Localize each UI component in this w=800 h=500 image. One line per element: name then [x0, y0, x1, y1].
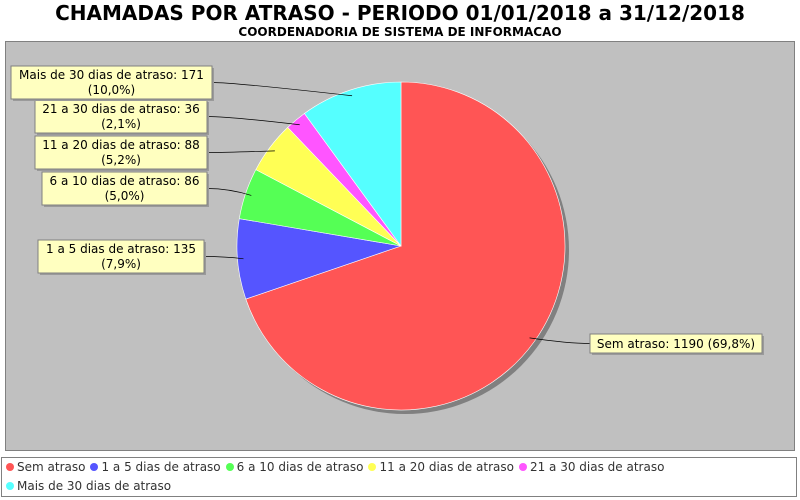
pie-chart: Sem atraso: 1190 (69,8%) 1 a 5 dias de at… [5, 41, 795, 451]
slice-label-text: 6 a 10 dias de atraso: 86 [50, 174, 200, 188]
slice-label: 21 a 30 dias de atraso: 36(2,1%) [34, 99, 209, 135]
label-leader-line [206, 188, 252, 196]
legend-swatch [6, 463, 14, 471]
legend-label: 1 a 5 dias de atraso [101, 460, 221, 474]
legend-swatch [6, 482, 14, 490]
legend-row: Mais de 30 dias de atraso [6, 479, 176, 493]
label-leader-line [529, 337, 591, 344]
slice-label: 6 a 10 dias de atraso: 86(5,0%) [41, 171, 209, 207]
label-leader-line [211, 82, 353, 97]
legend-swatch [90, 463, 99, 471]
legend-swatch [368, 463, 377, 471]
pie-slice [303, 81, 402, 247]
legend-swatch [518, 463, 527, 471]
legend-row: Sem atraso 1 a 5 dias de atraso 6 a 10 dia… [6, 460, 669, 474]
slice-label-box [37, 239, 205, 274]
legend-item: 11 a 20 dias de atraso [368, 460, 514, 474]
legend-item: 21 a 30 dias de atraso [518, 460, 665, 474]
slice-label-text: Sem atraso: 1190 (69,8%) [597, 337, 755, 351]
slice-label: Sem atraso: 1190 (69,8%) [589, 333, 764, 355]
legend-label: Mais de 30 dias de atraso [17, 479, 172, 493]
chart-title: CHAMADAS POR ATRASO - PERIODO 01/01/2018… [55, 1, 745, 25]
pie-slice [245, 81, 566, 411]
slice-label-percent: (7,9%) [101, 257, 141, 271]
legend-swatch [225, 463, 234, 471]
slice-label-text: 11 a 20 dias de atraso: 88 [42, 138, 200, 152]
slice-label: 1 a 5 dias de atraso: 135(7,9%) [37, 239, 206, 275]
legend-item: 6 a 10 dias de atraso [225, 460, 364, 474]
legend-item: Mais de 30 dias de atraso [6, 479, 171, 493]
legend: Sem atraso 1 a 5 dias de atraso 6 a 10 dia… [1, 457, 797, 497]
slice-label-percent: (2,1%) [101, 117, 141, 131]
slice-label-box [10, 65, 213, 100]
slice-label-box [589, 333, 763, 354]
legend-label: Sem atraso [17, 460, 86, 474]
slice-label-box [34, 135, 208, 170]
legend-label: 11 a 20 dias de atraso [379, 460, 514, 474]
slice-label-text: 21 a 30 dias de atraso: 36 [42, 102, 200, 116]
slice-label: Mais de 30 dias de atraso: 171(10,0%) [10, 65, 214, 101]
slice-label-percent: (5,0%) [105, 189, 145, 203]
label-leader-line [206, 116, 300, 126]
slice-label-text: 1 a 5 dias de atraso: 135 [46, 242, 196, 256]
slice-label-percent: (5,2%) [101, 153, 141, 167]
legend-label: 21 a 30 dias de atraso [529, 460, 665, 474]
legend-item: 1 a 5 dias de atraso [90, 460, 221, 474]
chart-subtitle: COORDENADORIA DE SISTEMA DE INFORMACAO [238, 25, 562, 39]
slice-label-text: Mais de 30 dias de atraso: 171 [19, 68, 204, 82]
legend-label: 6 a 10 dias de atraso [236, 460, 364, 474]
label-leader-line [203, 256, 244, 260]
slice-label-percent: (10,0%) [88, 83, 135, 97]
slice-label: 11 a 20 dias de atraso: 88(5,2%) [34, 135, 209, 171]
slice-label-box [34, 99, 208, 134]
legend-item: Sem atraso [6, 460, 85, 474]
slice-label-box [41, 171, 208, 206]
label-leader-line [206, 150, 275, 153]
